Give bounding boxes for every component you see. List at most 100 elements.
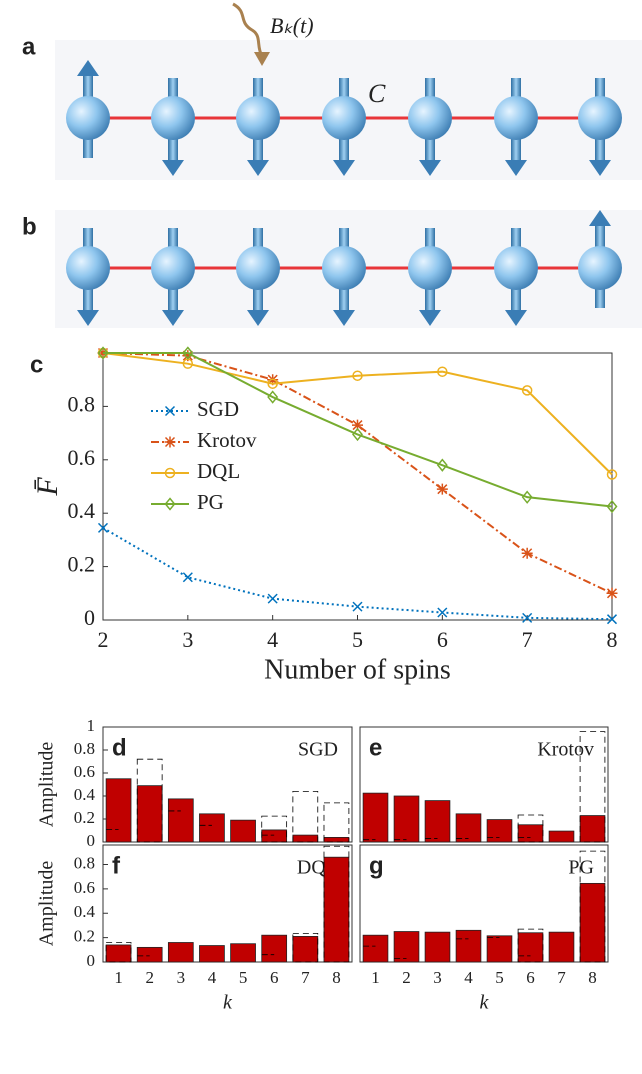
bar <box>136 785 163 843</box>
x-tick-label: 7 <box>557 968 566 987</box>
marker <box>352 427 363 442</box>
plot-frame <box>359 844 609 963</box>
panel-label: b <box>22 213 37 240</box>
x-tick-label: 3 <box>433 968 442 987</box>
bar <box>105 778 132 843</box>
panel-title: SGD <box>298 739 338 761</box>
bar <box>261 829 288 843</box>
spin-ball <box>236 96 280 140</box>
y-tick-label: 0.2 <box>74 927 95 946</box>
bar-outline <box>579 731 606 843</box>
bar <box>199 945 225 963</box>
marker <box>164 467 176 479</box>
spin-head <box>589 160 611 176</box>
x-tick-label: 2 <box>145 968 154 987</box>
spin <box>578 210 622 308</box>
x-tick-label: 1 <box>371 968 380 987</box>
spin <box>322 228 366 326</box>
spin <box>494 228 538 326</box>
x-tick-label: 4 <box>208 968 217 987</box>
panel-title: PG <box>568 857 594 879</box>
bar-outline <box>292 791 319 843</box>
bar-outline <box>136 758 163 843</box>
bar <box>230 943 256 963</box>
spin-head <box>333 160 355 176</box>
marker <box>437 607 448 618</box>
spin-ball <box>578 246 622 290</box>
marker <box>97 346 109 360</box>
panel-label: c <box>30 351 43 378</box>
marker <box>436 458 448 472</box>
marker <box>606 499 618 514</box>
bar <box>455 813 482 843</box>
x-tick-label: 6 <box>270 968 279 987</box>
bar <box>393 931 420 963</box>
y-tick-label: 0 <box>87 831 96 850</box>
field-label: Bₖ(t) <box>270 13 314 38</box>
marker <box>521 547 533 559</box>
spin-ball <box>408 96 452 140</box>
panel-label: d <box>112 734 127 761</box>
bar <box>517 932 544 963</box>
x-tick-label: 8 <box>588 968 597 987</box>
marker <box>182 350 194 362</box>
marker <box>521 490 533 504</box>
marker <box>182 346 194 360</box>
bar <box>362 792 389 843</box>
x-axis-label: k <box>480 992 490 1014</box>
bar-outline <box>261 815 288 843</box>
bar-outline <box>517 928 544 963</box>
chart-panel: e Krotov <box>359 726 609 843</box>
y-tick-label: 0.2 <box>74 808 95 827</box>
y-tick-label: 0.6 <box>68 445 96 470</box>
marker <box>522 612 533 623</box>
bar <box>292 834 319 843</box>
spin <box>66 228 110 326</box>
marker <box>164 436 176 448</box>
spin-head <box>247 310 269 326</box>
spin <box>236 228 280 326</box>
x-tick-label: 7 <box>301 968 310 987</box>
bar <box>261 934 288 963</box>
bar-outline <box>292 932 319 963</box>
y-tick-label: 0.4 <box>74 902 96 921</box>
spin <box>408 78 452 176</box>
coupling-label: C <box>368 79 386 108</box>
y-tick-label: 0.8 <box>74 853 95 872</box>
x-tick-label: 8 <box>607 627 618 652</box>
legend-label: Krotov <box>197 428 257 452</box>
x-tick-label: 5 <box>495 968 504 987</box>
marker <box>352 601 363 612</box>
bar <box>167 798 194 843</box>
bar <box>323 856 350 963</box>
bar <box>292 936 319 963</box>
x-tick-label: 1 <box>114 968 123 987</box>
y-tick-label: 0.8 <box>68 391 96 416</box>
bar <box>424 800 451 843</box>
bar <box>579 815 606 843</box>
spin-head <box>419 310 441 326</box>
legend-label: PG <box>197 490 224 514</box>
marker <box>606 614 618 625</box>
marker <box>267 593 278 604</box>
spin-ball <box>151 96 195 140</box>
bar <box>230 819 256 843</box>
chart-panel: 0 0.2 0.4 0.6 0.8 2 3 4 5 6 7 8 c Number of spins F̄ SG… <box>30 346 618 685</box>
bar-outline <box>517 814 544 843</box>
panel-label: g <box>369 852 384 879</box>
marker <box>164 405 176 417</box>
bar <box>548 931 575 963</box>
x-tick-label: 8 <box>332 968 341 987</box>
x-axis-label: k <box>223 992 233 1014</box>
x-tick-label: 5 <box>239 968 248 987</box>
bar <box>579 882 606 963</box>
panel-label: f <box>112 852 121 879</box>
marker <box>352 370 363 381</box>
y-axis-label: Amplitude <box>36 861 58 947</box>
panel-label: e <box>369 734 382 761</box>
y-tick-label: 1 <box>87 716 96 735</box>
x-tick-label: 3 <box>182 627 193 652</box>
bar <box>548 830 575 843</box>
